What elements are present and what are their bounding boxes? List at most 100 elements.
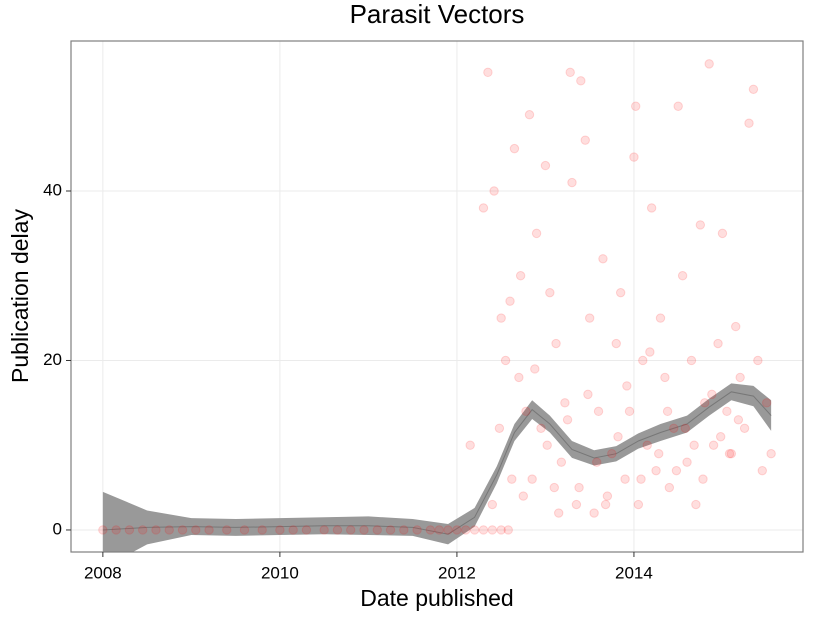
point <box>560 398 570 408</box>
point <box>717 228 728 239</box>
point <box>636 474 646 484</box>
point <box>593 406 604 417</box>
point <box>766 448 776 459</box>
point <box>565 67 575 78</box>
point <box>722 406 732 417</box>
point <box>689 440 699 450</box>
point <box>399 525 409 535</box>
point <box>222 525 232 535</box>
smooth-ribbon <box>102 383 772 552</box>
point <box>700 398 710 408</box>
point <box>319 525 329 535</box>
point <box>346 525 356 535</box>
point <box>412 525 422 535</box>
point <box>524 110 535 120</box>
x-tick-label: 2010 <box>261 563 299 582</box>
point <box>385 525 396 535</box>
point <box>598 254 608 264</box>
point <box>651 465 661 476</box>
point <box>461 525 471 535</box>
point <box>686 355 697 366</box>
point <box>645 347 655 357</box>
point <box>494 423 505 433</box>
point <box>733 415 744 425</box>
point <box>664 482 675 493</box>
x-tick-label: 2012 <box>438 563 476 582</box>
point <box>638 355 648 366</box>
y-tick-label: 0 <box>53 519 62 538</box>
point <box>715 432 726 442</box>
point <box>151 525 161 535</box>
y-tick-label: 40 <box>43 180 62 199</box>
point <box>521 406 531 417</box>
point <box>500 355 511 366</box>
point <box>735 372 745 383</box>
point <box>509 143 520 154</box>
point <box>576 76 586 86</box>
point <box>698 474 708 484</box>
point <box>753 355 763 366</box>
point <box>487 499 498 510</box>
point <box>496 313 506 323</box>
plot-border <box>70 40 804 553</box>
point <box>624 406 635 417</box>
point <box>633 499 644 510</box>
x-axis-label: Date published <box>360 585 513 611</box>
axes: 2008 2010 2012 2014 0 20 40 <box>43 180 653 582</box>
point <box>713 338 723 349</box>
point <box>654 448 664 459</box>
point <box>177 525 188 535</box>
point <box>748 84 759 95</box>
y-axis-label: Publication delay <box>7 209 33 383</box>
point <box>496 525 506 535</box>
point <box>646 203 657 213</box>
point <box>301 525 312 535</box>
plot-area <box>71 41 803 552</box>
chart-title: Parasit Vectors <box>350 0 525 29</box>
point <box>556 457 567 467</box>
point <box>584 313 595 323</box>
point <box>602 491 613 501</box>
point <box>622 381 632 391</box>
point <box>487 525 498 535</box>
point <box>680 423 690 433</box>
point <box>631 101 641 111</box>
point <box>443 525 453 535</box>
point <box>629 152 639 162</box>
point <box>478 203 489 213</box>
point <box>739 423 750 433</box>
point <box>642 440 652 450</box>
point <box>469 525 480 535</box>
point <box>615 287 626 298</box>
point <box>434 525 444 535</box>
point <box>671 465 682 476</box>
point <box>562 415 573 425</box>
point <box>691 499 701 510</box>
point <box>567 177 577 188</box>
point <box>204 525 214 535</box>
point <box>545 287 555 298</box>
point <box>359 525 369 535</box>
point <box>744 118 754 128</box>
point <box>478 525 489 535</box>
point <box>531 228 542 239</box>
point <box>503 525 513 535</box>
point <box>726 448 737 459</box>
point <box>607 448 617 459</box>
point <box>191 525 201 535</box>
point <box>762 398 772 408</box>
point <box>669 423 679 433</box>
point <box>757 465 767 476</box>
point <box>677 271 688 281</box>
point <box>600 499 611 510</box>
point <box>571 499 582 510</box>
point <box>514 372 524 383</box>
point <box>505 296 515 306</box>
point <box>332 525 343 535</box>
point <box>372 525 382 535</box>
x-tick-label: 2008 <box>84 563 122 582</box>
point <box>288 525 298 535</box>
point <box>452 525 462 535</box>
